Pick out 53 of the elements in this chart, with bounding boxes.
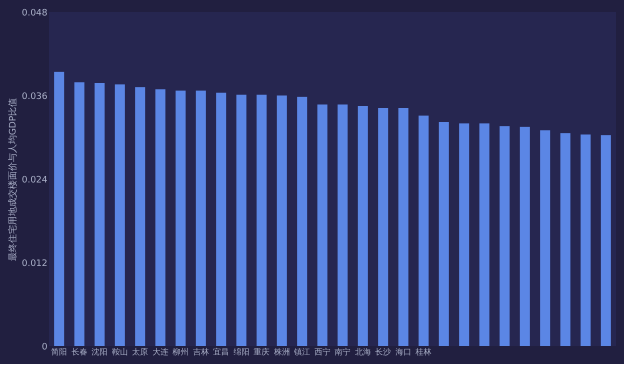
x-tick-label: 简阳 bbox=[51, 348, 68, 356]
x-tick-label: 株洲 bbox=[272, 348, 290, 356]
x-tick-label: 重庆 bbox=[254, 348, 270, 356]
x-tick-label: 镇江 bbox=[293, 348, 310, 356]
x-tick-label: 绵阳 bbox=[233, 348, 250, 356]
bar bbox=[276, 96, 287, 346]
bar bbox=[418, 116, 429, 346]
x-tick-label: 西宁 bbox=[314, 348, 330, 356]
bar bbox=[459, 123, 470, 346]
x-tick-label: 吉林 bbox=[192, 348, 209, 356]
bar bbox=[135, 87, 146, 346]
bar bbox=[236, 94, 246, 346]
y-axis-title: 最终住宅用地成交楼面价与人均GDP比值 bbox=[8, 98, 19, 262]
bar bbox=[600, 135, 611, 346]
y-tick-label: 0.048 bbox=[22, 8, 48, 18]
bar bbox=[520, 126, 530, 346]
bar bbox=[176, 90, 186, 346]
x-tick-label: 桂林 bbox=[414, 348, 432, 356]
y-tick-label: 0 bbox=[42, 342, 48, 352]
bar bbox=[297, 96, 308, 346]
x-tick-label: 北海 bbox=[354, 348, 371, 356]
bar bbox=[338, 104, 348, 346]
x-tick-label: 海口 bbox=[395, 348, 412, 356]
bar bbox=[94, 82, 105, 346]
y-tick-label: 0.012 bbox=[22, 259, 48, 269]
y-tick-label: 0.036 bbox=[22, 92, 48, 102]
bar bbox=[560, 133, 570, 346]
x-tick-label: 长沙 bbox=[375, 348, 392, 356]
y-tick-label: 0.024 bbox=[22, 176, 48, 186]
bar bbox=[216, 92, 226, 346]
bar bbox=[74, 82, 84, 346]
x-tick-label: 沈阳 bbox=[92, 348, 108, 356]
bar bbox=[438, 122, 449, 346]
bar bbox=[479, 123, 490, 346]
x-tick-label: 鞍山 bbox=[112, 348, 128, 356]
bar bbox=[54, 72, 64, 346]
bar bbox=[358, 106, 368, 346]
x-tick-label: 南宁 bbox=[334, 348, 351, 356]
bar bbox=[398, 108, 408, 346]
x-tick-label: 大连 bbox=[152, 348, 168, 356]
bar bbox=[580, 134, 591, 346]
bar bbox=[196, 90, 206, 346]
bar bbox=[114, 84, 125, 346]
x-tick-label: 宜昌 bbox=[213, 348, 230, 356]
bar bbox=[155, 89, 166, 346]
x-tick-label: 柳州 bbox=[172, 348, 189, 356]
bar bbox=[378, 108, 388, 346]
bar bbox=[256, 94, 267, 346]
bar bbox=[317, 104, 328, 346]
bar bbox=[500, 126, 510, 346]
bar bbox=[540, 130, 550, 346]
x-tick-label: 太原 bbox=[132, 348, 148, 356]
x-tick-label: 长春 bbox=[71, 348, 88, 356]
